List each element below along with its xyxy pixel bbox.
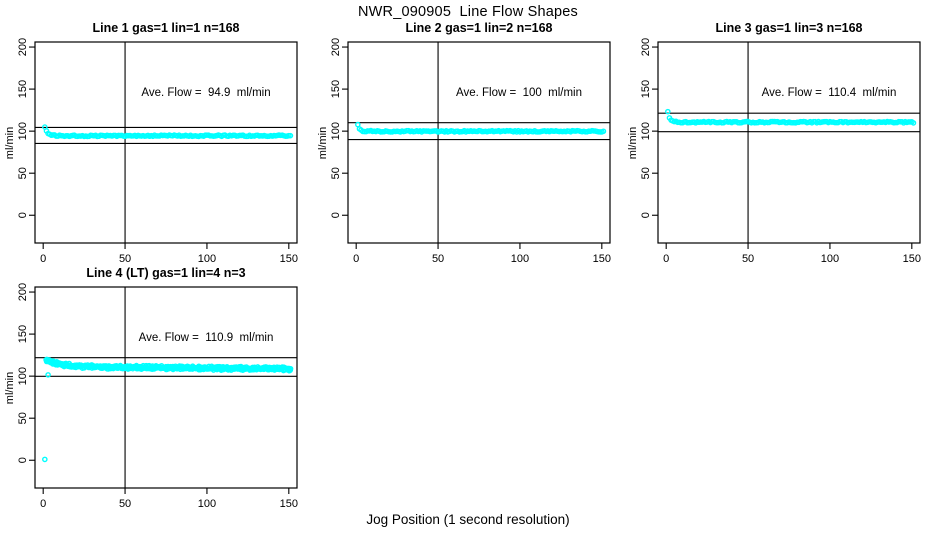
subplot-2-title: Line 2 gas=1 lin=2 n=168 bbox=[405, 21, 553, 35]
svg-text:100: 100 bbox=[17, 122, 29, 140]
svg-text:100: 100 bbox=[330, 122, 342, 140]
svg-text:50: 50 bbox=[17, 167, 29, 179]
subplot-2-y-axis-label: ml/min bbox=[317, 126, 329, 159]
svg-text:200: 200 bbox=[330, 38, 342, 56]
svg-text:0: 0 bbox=[40, 498, 46, 510]
svg-text:150: 150 bbox=[330, 80, 342, 98]
subplot-1-y-axis-label: ml/min bbox=[4, 126, 16, 159]
subplot-1-avg-flow-annotation: Ave. Flow = 94.9 ml/min bbox=[141, 87, 271, 99]
svg-text:50: 50 bbox=[119, 498, 131, 510]
svg-text:150: 150 bbox=[593, 253, 611, 265]
subplot-4-title: Line 4 (LT) gas=1 lin=4 n=3 bbox=[86, 266, 246, 280]
svg-text:50: 50 bbox=[742, 253, 754, 265]
subplot-1-title: Line 1 gas=1 lin=1 n=168 bbox=[92, 21, 240, 35]
subplot-3-y-axis-label: ml/min bbox=[627, 126, 639, 159]
svg-text:50: 50 bbox=[17, 412, 29, 424]
svg-text:200: 200 bbox=[17, 38, 29, 56]
svg-text:150: 150 bbox=[903, 253, 921, 265]
svg-text:0: 0 bbox=[40, 253, 46, 265]
svg-text:100: 100 bbox=[17, 367, 29, 385]
svg-text:150: 150 bbox=[280, 498, 298, 510]
svg-text:200: 200 bbox=[640, 38, 652, 56]
svg-text:0: 0 bbox=[353, 253, 359, 265]
subplot-3-avg-flow-annotation: Ave. Flow = 110.4 ml/min bbox=[761, 87, 897, 99]
subplot-3-title: Line 3 gas=1 lin=3 n=168 bbox=[715, 21, 863, 35]
svg-text:0: 0 bbox=[330, 212, 342, 218]
svg-text:150: 150 bbox=[640, 80, 652, 98]
svg-text:100: 100 bbox=[198, 498, 216, 510]
svg-text:150: 150 bbox=[280, 253, 298, 265]
svg-text:50: 50 bbox=[330, 167, 342, 179]
svg-text:150: 150 bbox=[17, 325, 29, 343]
svg-text:100: 100 bbox=[511, 253, 529, 265]
svg-text:0: 0 bbox=[17, 212, 29, 218]
subplot-2-avg-flow-annotation: Ave. Flow = 100 ml/min bbox=[455, 87, 583, 99]
svg-text:100: 100 bbox=[198, 253, 216, 265]
svg-text:50: 50 bbox=[640, 167, 652, 179]
svg-text:50: 50 bbox=[119, 253, 131, 265]
subplot-4-y-axis-label: ml/min bbox=[4, 371, 16, 404]
x-axis-label: Jog Position (1 second resolution) bbox=[366, 512, 570, 527]
svg-text:0: 0 bbox=[663, 253, 669, 265]
svg-text:0: 0 bbox=[17, 457, 29, 463]
subplot-4-avg-flow-annotation: Ave. Flow = 110.9 ml/min bbox=[138, 332, 274, 344]
main-title: NWR_090905 Line Flow Shapes bbox=[358, 4, 578, 20]
svg-text:100: 100 bbox=[640, 122, 652, 140]
svg-text:100: 100 bbox=[821, 253, 839, 265]
svg-text:200: 200 bbox=[17, 283, 29, 301]
svg-text:0: 0 bbox=[640, 212, 652, 218]
svg-text:50: 50 bbox=[432, 253, 444, 265]
svg-text:150: 150 bbox=[17, 80, 29, 98]
